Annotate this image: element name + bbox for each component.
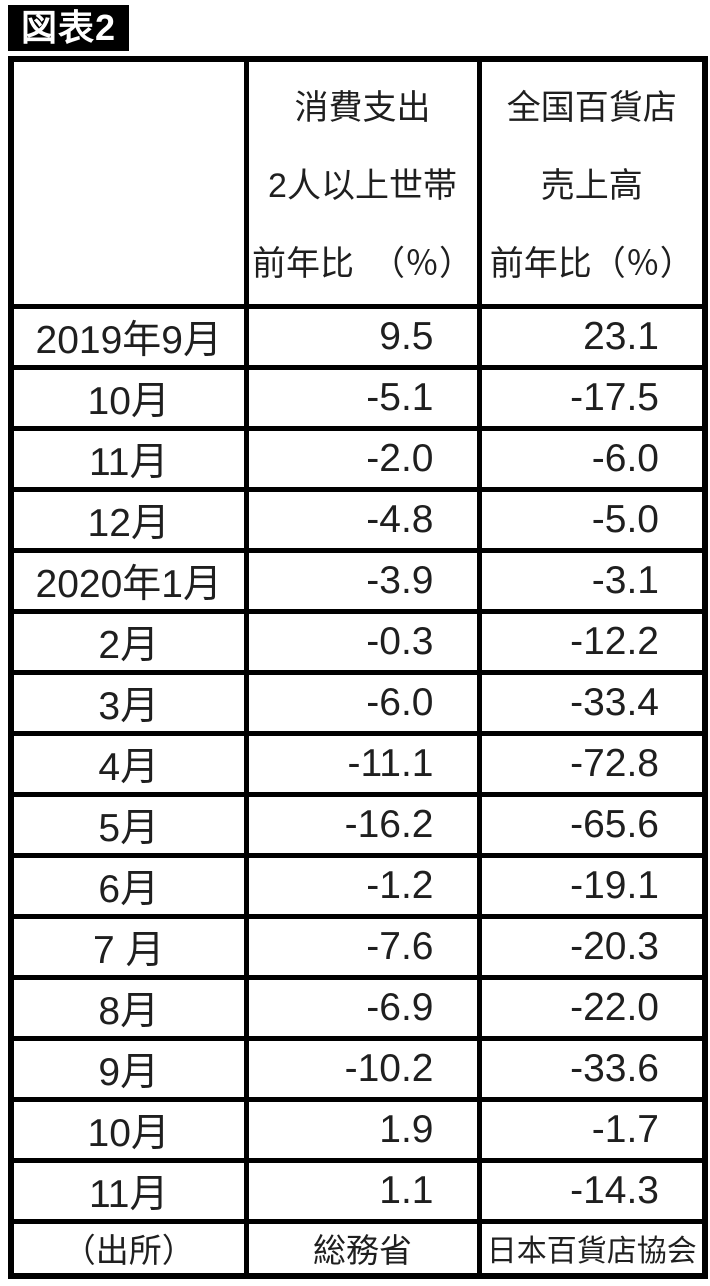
- sales-cell: -3.1: [476, 547, 708, 614]
- period-cell: 5月: [8, 791, 249, 858]
- period-cell: 9月: [8, 1035, 249, 1102]
- header-sales-cell: 全国百貨店 売上高 前年比（％）: [476, 56, 708, 309]
- sales-cell: -33.4: [476, 669, 708, 736]
- period-cell: 11月: [8, 1157, 249, 1224]
- sales-cell: -17.5: [476, 364, 708, 431]
- table-row: 11月 -2.0 -6.0: [8, 425, 708, 492]
- sales-cell: -12.2: [476, 608, 708, 675]
- sales-cell: -1.7: [476, 1096, 708, 1163]
- header-sales-lines: 全国百貨店 売上高 前年比（％）: [484, 80, 700, 285]
- sales-cell: -14.3: [476, 1157, 708, 1224]
- source-label-cell: （出所）: [8, 1218, 249, 1279]
- header-line: 消費支出: [294, 89, 431, 128]
- table-row: 2月 -0.3 -12.2: [8, 608, 708, 675]
- period-cell: 3月: [8, 669, 249, 736]
- data-table: 消費支出 2人以上世帯 前年比 （％） 全国百貨店 売上高 前年比（％） 201…: [8, 56, 708, 1279]
- source-row: （出所） 総務省 日本百貨店協会: [8, 1218, 708, 1279]
- period-cell: 2月: [8, 608, 249, 675]
- table-row: 12月 -4.8 -5.0: [8, 486, 708, 553]
- figure-label-badge: 図表2: [8, 5, 130, 51]
- table-row: 10月 -5.1 -17.5: [8, 364, 708, 431]
- consumption-cell: -3.9: [243, 547, 482, 614]
- consumption-cell: -16.2: [243, 791, 482, 858]
- sales-cell: 23.1: [476, 303, 708, 370]
- source-consumption-cell: 総務省: [243, 1218, 482, 1279]
- source-sales-cell: 日本百貨店協会: [476, 1218, 708, 1279]
- header-period-cell: [8, 56, 249, 309]
- sales-cell: -5.0: [476, 486, 708, 553]
- consumption-cell: -0.3: [243, 608, 482, 675]
- period-cell: 10月: [8, 1096, 249, 1163]
- table-row: 7 月 -7.6 -20.3: [8, 913, 708, 980]
- consumption-cell: 1.9: [243, 1096, 482, 1163]
- consumption-cell: -6.9: [243, 974, 482, 1041]
- period-cell: 6月: [8, 852, 249, 919]
- header-line: 2人以上世帯: [268, 167, 457, 206]
- period-cell: 8月: [8, 974, 249, 1041]
- period-cell: 2019年9月: [8, 303, 249, 370]
- period-cell: 2020年1月: [8, 547, 249, 614]
- consumption-cell: -4.8: [243, 486, 482, 553]
- period-cell: 12月: [8, 486, 249, 553]
- table-row: 8月 -6.9 -22.0: [8, 974, 708, 1041]
- table-row: 9月 -10.2 -33.6: [8, 1035, 708, 1102]
- table-row: 6月 -1.2 -19.1: [8, 852, 708, 919]
- header-line: 前年比（％）: [489, 245, 694, 284]
- table-row: 2019年9月 9.5 23.1: [8, 303, 708, 370]
- header-consumption-lines: 消費支出 2人以上世帯 前年比 （％）: [251, 80, 474, 285]
- consumption-cell: -2.0: [243, 425, 482, 492]
- table-row: 2020年1月 -3.9 -3.1: [8, 547, 708, 614]
- consumption-cell: -7.6: [243, 913, 482, 980]
- table-row: 5月 -16.2 -65.6: [8, 791, 708, 858]
- consumption-cell: -10.2: [243, 1035, 482, 1102]
- header-line: 前年比 （％）: [252, 245, 473, 284]
- sales-cell: -22.0: [476, 974, 708, 1041]
- sales-cell: -65.6: [476, 791, 708, 858]
- header-row: 消費支出 2人以上世帯 前年比 （％） 全国百貨店 売上高 前年比（％）: [8, 56, 708, 309]
- consumption-cell: -6.0: [243, 669, 482, 736]
- table-row: 11月 1.1 -14.3: [8, 1157, 708, 1224]
- sales-cell: -33.6: [476, 1035, 708, 1102]
- period-cell: 4月: [8, 730, 249, 797]
- table-row: 3月 -6.0 -33.4: [8, 669, 708, 736]
- sales-cell: -6.0: [476, 425, 708, 492]
- consumption-cell: 1.1: [243, 1157, 482, 1224]
- table-row: 10月 1.9 -1.7: [8, 1096, 708, 1163]
- period-cell: 7 月: [8, 913, 249, 980]
- consumption-cell: -11.1: [243, 730, 482, 797]
- period-cell: 11月: [8, 425, 249, 492]
- header-line: 全国百貨店: [506, 89, 677, 128]
- sales-cell: -19.1: [476, 852, 708, 919]
- consumption-cell: -5.1: [243, 364, 482, 431]
- header-consumption-cell: 消費支出 2人以上世帯 前年比 （％）: [243, 56, 482, 309]
- period-cell: 10月: [8, 364, 249, 431]
- sales-cell: -72.8: [476, 730, 708, 797]
- header-line: 売上高: [540, 167, 643, 206]
- consumption-cell: -1.2: [243, 852, 482, 919]
- sales-cell: -20.3: [476, 913, 708, 980]
- table-row: 4月 -11.1 -72.8: [8, 730, 708, 797]
- consumption-cell: 9.5: [243, 303, 482, 370]
